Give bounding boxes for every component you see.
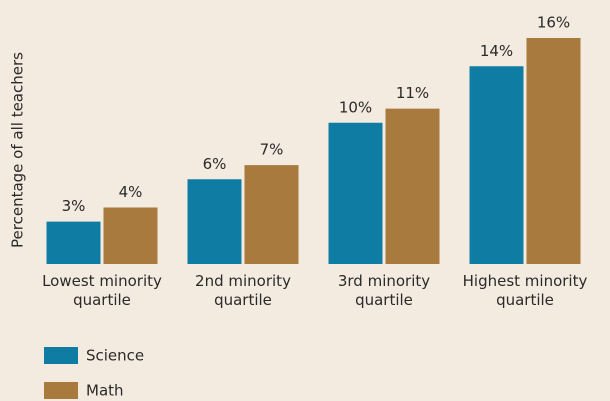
y-axis-label: Percentage of all teachers [9,52,27,248]
bar [244,165,299,264]
data-label: 4% [119,183,143,201]
x-tick-label: 2nd minority quartile [195,272,291,309]
legend-swatch [44,347,78,364]
x-tick-label: Highest minority quartile [462,272,588,309]
data-label: 6% [203,155,227,173]
bar [385,108,440,264]
data-label: 16% [537,14,570,32]
bar [46,221,101,264]
data-label: 10% [339,98,372,116]
bar [328,122,383,264]
x-tick-label: Lowest minority quartile [42,272,162,309]
legend-label: Math [86,382,124,400]
data-label: 3% [62,197,86,215]
data-label: 11% [396,84,429,102]
legend-swatch [44,382,78,399]
bar [469,66,524,264]
bar [187,179,242,264]
legend-label: Science [86,347,144,365]
bar [103,207,158,264]
bar [526,38,581,264]
x-tick-label: 3rd minority quartile [337,272,431,309]
data-label: 7% [260,141,284,159]
data-label: 14% [480,42,513,60]
